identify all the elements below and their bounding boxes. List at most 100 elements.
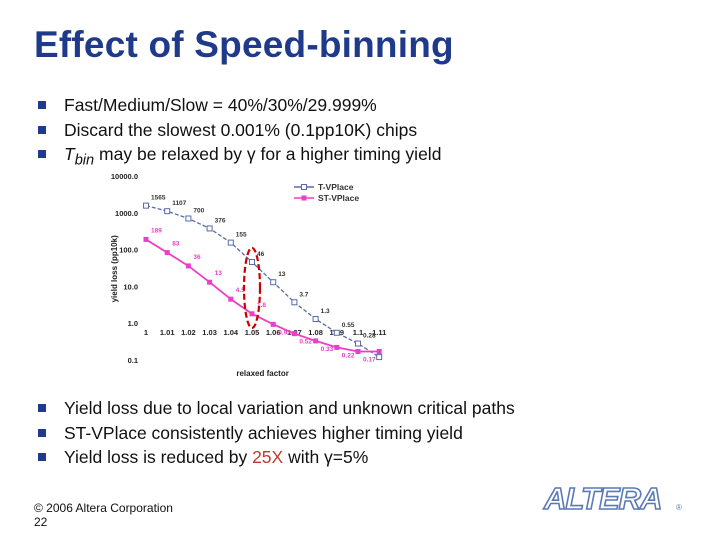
y-tick-label: 0.1 <box>128 356 138 365</box>
data-label: 1.8 <box>257 302 266 309</box>
data-point <box>355 340 361 347</box>
bullet-text-tail: with γ=5% <box>283 447 369 467</box>
data-point <box>334 344 340 350</box>
data-point <box>313 338 319 344</box>
bullet-text: ST-VPlace consistently achieves higher t… <box>64 422 463 443</box>
bullet-square-icon <box>38 404 46 412</box>
data-label: 3.7 <box>299 291 308 298</box>
highlight-25x: 25X <box>252 447 284 467</box>
x-axis-label: relaxed factor <box>236 369 288 378</box>
series-line <box>145 205 380 358</box>
data-label: 36 <box>193 254 201 261</box>
slide-title: Effect of Speed-binning <box>34 24 454 65</box>
data-label: 1107 <box>172 200 186 207</box>
top-bullet-list: Fast/Medium/Slow = 40%/30%/29.999% Disca… <box>38 93 441 173</box>
data-label: 1.3 <box>321 308 330 315</box>
data-point <box>164 250 170 256</box>
legend-marker <box>301 195 307 201</box>
bullet-text: may be relaxed by γ for a higher timing … <box>94 144 442 164</box>
copyright: © 2006 Altera Corporation <box>34 501 173 515</box>
data-label: 0.28 <box>363 333 376 340</box>
x-tick-label: 1.08 <box>308 328 323 337</box>
chart-annotation <box>242 246 262 330</box>
data-point <box>207 279 213 285</box>
bullet-square-icon <box>38 125 46 134</box>
x-tick-label: 1.01 <box>160 328 175 337</box>
data-label: 83 <box>172 241 180 248</box>
x-tick-label: 1.1 <box>353 328 363 337</box>
data-label: 13 <box>278 271 286 278</box>
x-tick-label: 1.06 <box>266 328 281 337</box>
data-point <box>291 299 298 306</box>
data-label: 189 <box>151 227 162 234</box>
data-point <box>227 239 234 246</box>
bullet-square-icon <box>38 428 46 437</box>
legend-label: T-VPlace <box>318 182 354 192</box>
data-label: 0.33 <box>321 346 334 353</box>
x-tick-label: 1.03 <box>202 328 217 337</box>
footer: © 2006 Altera Corporation 22 <box>34 501 173 529</box>
data-point <box>185 263 191 269</box>
data-point <box>312 316 319 323</box>
bullet-item: Discard the slowest 0.001% (0.1pp10K) ch… <box>38 118 441 143</box>
x-tick-label: 1.11 <box>372 328 386 337</box>
data-label: 700 <box>193 208 204 215</box>
data-label: 0.55 <box>342 322 355 329</box>
x-tick-label: 1.02 <box>181 328 196 337</box>
bullet-item: Tbin may be relaxed by γ for a higher ti… <box>38 142 441 173</box>
legend-marker <box>301 184 307 190</box>
data-point <box>249 259 255 266</box>
tbin-subscript: bin <box>74 152 95 169</box>
x-tick-label: 1.04 <box>223 328 238 337</box>
data-point <box>249 311 255 317</box>
bullet-square-icon <box>38 150 46 158</box>
x-tick-label: 1 <box>144 328 148 337</box>
data-point <box>228 296 234 302</box>
data-label: 0.17 <box>363 357 376 364</box>
data-label: 4.5 <box>236 287 245 294</box>
logo-registered-mark: ® <box>676 503 682 512</box>
yield-loss-chart: 0.1 1.0 10.0 100.0 1000.0 10000.0 1 1.01 1.02 1.0… <box>110 172 386 378</box>
series-0: 1565 1107 700 376 155 46 13 3.7 1.3 0.55 0.28 <box>143 195 383 361</box>
bullet-square-icon <box>38 453 46 461</box>
data-point <box>185 215 192 222</box>
data-point <box>355 349 361 355</box>
y-tick-label: 1.0 <box>128 319 138 328</box>
bullet-text: Fast/Medium/Slow = 40%/30%/29.999% <box>64 95 377 115</box>
data-point <box>270 321 276 327</box>
data-label: 155 <box>236 232 247 239</box>
y-axis-label: yield loss (pp10k) <box>110 235 119 302</box>
data-point <box>164 208 171 215</box>
data-point <box>206 225 213 232</box>
bottom-bullet-list: Yield loss due to local variation and un… <box>38 396 515 470</box>
bullet-item: Yield loss is reduced by 25X with γ=5% <box>38 445 515 470</box>
y-tick-label: 10000.0 <box>111 172 138 181</box>
y-tick-label: 1000.0 <box>115 209 138 218</box>
data-label: 0.93 <box>278 329 291 336</box>
bullet-square-icon <box>38 101 46 109</box>
altera-logo: ALTERA ® <box>542 480 682 517</box>
bullet-item: Fast/Medium/Slow = 40%/30%/29.999% <box>38 93 441 118</box>
chart-series: 1565 1107 700 376 155 46 13 3.7 1.3 0.55 0.28 189 83… <box>143 195 383 364</box>
data-label: 0.22 <box>342 352 355 359</box>
series-line <box>145 238 380 353</box>
bullet-text: Discard the slowest 0.001% (0.1pp10K) ch… <box>64 119 418 140</box>
highlight-ellipse <box>242 246 262 330</box>
data-point <box>291 331 297 337</box>
data-label: 1565 <box>151 195 166 202</box>
data-label: 0.52 <box>299 339 312 346</box>
bullet-text: Yield loss is reduced by <box>64 447 253 467</box>
x-tick-label: 1.05 <box>245 328 260 337</box>
page-number: 22 <box>34 515 48 529</box>
logo-wordmark: ALTERA <box>543 481 661 516</box>
bullet-item: ST-VPlace consistently achieves higher t… <box>38 421 515 446</box>
data-point <box>143 236 149 242</box>
data-point <box>270 279 277 286</box>
tbin-symbol: T <box>64 144 75 164</box>
y-tick-label: 100.0 <box>119 246 138 255</box>
data-point <box>376 349 382 355</box>
bullet-item: Yield loss due to local variation and un… <box>38 396 515 421</box>
data-point <box>376 354 383 361</box>
y-tick-label: 10.0 <box>123 282 138 291</box>
